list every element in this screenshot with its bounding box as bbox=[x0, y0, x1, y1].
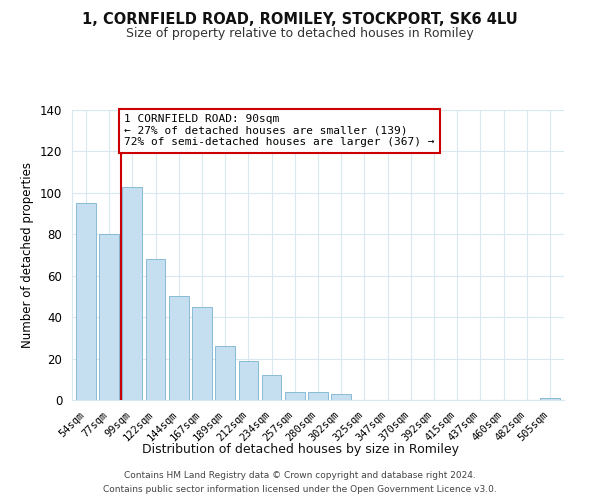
Bar bbox=[308, 392, 328, 400]
Bar bbox=[215, 346, 235, 400]
Text: Size of property relative to detached houses in Romiley: Size of property relative to detached ho… bbox=[126, 28, 474, 40]
Bar bbox=[239, 360, 258, 400]
Text: 1 CORNFIELD ROAD: 90sqm
← 27% of detached houses are smaller (139)
72% of semi-d: 1 CORNFIELD ROAD: 90sqm ← 27% of detache… bbox=[124, 114, 435, 148]
Text: 1, CORNFIELD ROAD, ROMILEY, STOCKPORT, SK6 4LU: 1, CORNFIELD ROAD, ROMILEY, STOCKPORT, S… bbox=[82, 12, 518, 28]
Bar bbox=[540, 398, 560, 400]
Bar bbox=[169, 296, 188, 400]
Bar bbox=[99, 234, 119, 400]
Bar bbox=[192, 307, 212, 400]
Bar bbox=[262, 375, 281, 400]
Bar bbox=[285, 392, 305, 400]
Bar bbox=[146, 259, 166, 400]
Text: Distribution of detached houses by size in Romiley: Distribution of detached houses by size … bbox=[142, 442, 458, 456]
Bar bbox=[76, 203, 96, 400]
Text: Contains HM Land Registry data © Crown copyright and database right 2024.: Contains HM Land Registry data © Crown c… bbox=[124, 471, 476, 480]
Y-axis label: Number of detached properties: Number of detached properties bbox=[22, 162, 34, 348]
Text: Contains public sector information licensed under the Open Government Licence v3: Contains public sector information licen… bbox=[103, 485, 497, 494]
Bar bbox=[122, 186, 142, 400]
Bar bbox=[331, 394, 351, 400]
